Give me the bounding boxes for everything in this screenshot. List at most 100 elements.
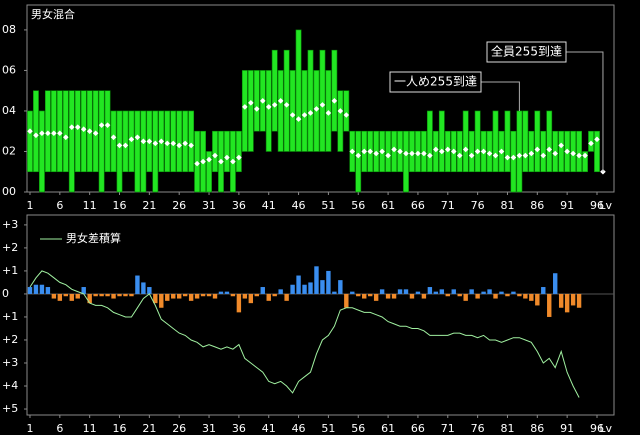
diff-bar (320, 280, 325, 294)
range-bar (456, 130, 463, 173)
y-tick-label: +3 (2, 218, 18, 231)
x-tick-label: 6 (56, 422, 63, 435)
range-bar (355, 130, 362, 193)
range-bar (235, 130, 242, 173)
y-tick-label: +2 (2, 333, 18, 346)
range-bar (331, 49, 338, 132)
diff-bar (230, 293, 236, 297)
x-tick-label: 11 (83, 422, 97, 435)
cumulative-line (29, 270, 580, 398)
diff-bar (129, 293, 134, 297)
mean-marker (331, 98, 338, 104)
mean-marker (212, 152, 218, 159)
range-bar (319, 49, 326, 152)
mean-marker (295, 116, 302, 122)
range-bar (301, 70, 308, 152)
range-bar (343, 90, 350, 132)
range-bar (224, 130, 230, 173)
diff-bar (57, 293, 63, 301)
diff-bar (391, 293, 397, 299)
diff-bar (159, 293, 164, 308)
diff-bar (81, 287, 86, 294)
diff-bar (39, 284, 45, 294)
range-bar (74, 90, 81, 173)
mean-marker (409, 150, 415, 157)
mean-marker (152, 140, 159, 147)
range-bar (295, 29, 302, 152)
range-bar (283, 49, 290, 152)
x-tick-label: 81 (500, 199, 514, 212)
x-tick-label: 6 (56, 199, 63, 212)
range-bar (510, 130, 517, 193)
diff-bar (105, 293, 110, 297)
mean-marker (325, 110, 332, 116)
range-bar (110, 110, 117, 173)
diff-bar (171, 293, 176, 299)
mean-marker (122, 142, 129, 149)
range-bar (474, 110, 481, 173)
diff-bar (576, 293, 582, 308)
diff-bar (505, 293, 510, 297)
mean-marker (176, 142, 182, 149)
x-tick-label: 1 (26, 422, 33, 435)
diff-bar (117, 293, 122, 297)
mean-marker (313, 106, 320, 112)
mean-marker (319, 102, 326, 108)
range-bar (385, 130, 391, 173)
range-bar (62, 90, 69, 173)
mean-marker (140, 138, 147, 145)
range-bar (241, 70, 248, 152)
diff-bar (547, 293, 552, 317)
range-bar (33, 90, 39, 173)
y-tick-label: 08 (2, 23, 16, 36)
x-tick-label: 16 (113, 422, 127, 435)
mean-marker (421, 150, 427, 157)
annotation-box (389, 71, 482, 93)
diff-bar (63, 293, 68, 297)
mean-marker (134, 134, 141, 141)
range-bar (271, 49, 278, 132)
diff-bar (385, 293, 391, 299)
mean-marker (582, 152, 588, 159)
diff-bar (523, 293, 528, 299)
y-tick-label: 04 (2, 104, 16, 117)
range-bar (98, 90, 105, 193)
diff-bar (99, 293, 104, 297)
diff-bar (326, 270, 331, 294)
mean-marker (307, 110, 314, 116)
mean-marker (546, 146, 553, 153)
range-bar (140, 110, 147, 193)
diff-bar (415, 291, 421, 294)
diff-bar (451, 289, 456, 294)
mean-marker (444, 146, 451, 153)
diff-bar (51, 293, 57, 299)
range-bar (468, 130, 475, 173)
mean-marker (373, 150, 379, 157)
diff-bar (487, 289, 492, 294)
mean-marker (259, 98, 266, 104)
diff-bar (403, 289, 409, 294)
mean-marker (355, 152, 362, 159)
diff-bar (421, 293, 427, 299)
diff-bar (570, 293, 576, 306)
diff-bar (409, 293, 415, 299)
x-tick-label: 16 (113, 199, 127, 212)
legend-label: 男女差積算 (66, 231, 121, 245)
x-tick-label: 1 (26, 199, 33, 212)
x-tick-label: 26 (172, 199, 186, 212)
diff-bar (111, 293, 116, 299)
mean-marker (110, 134, 117, 141)
mean-marker (588, 140, 594, 147)
mean-marker (146, 138, 153, 145)
mean-marker (349, 148, 356, 155)
mean-marker (558, 142, 564, 149)
mean-marker (486, 150, 493, 157)
diff-bar (135, 275, 140, 294)
mean-marker (337, 108, 344, 114)
range-bar (68, 90, 75, 193)
diff-bar (493, 293, 498, 299)
diff-bar (397, 289, 403, 294)
diff-bar (93, 293, 98, 297)
y-tick-label: +2 (2, 241, 18, 254)
range-bar (206, 151, 212, 193)
